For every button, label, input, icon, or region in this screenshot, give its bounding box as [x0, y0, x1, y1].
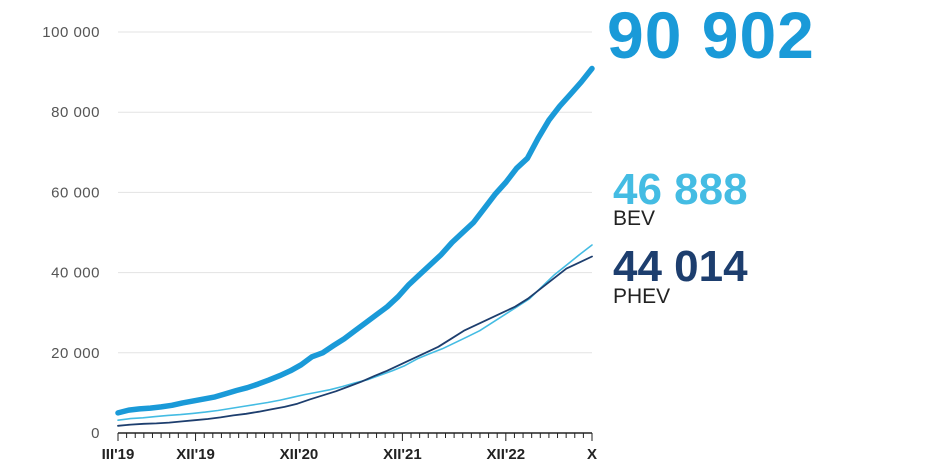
y-tick-label: 40 000: [51, 265, 100, 282]
series-line-phev: [117, 255, 593, 427]
phev-label: PHEV: [613, 285, 671, 308]
series-line-bev: [117, 244, 593, 422]
y-tick-label: 0: [91, 425, 100, 442]
y-tick-label: 100 000: [42, 24, 100, 41]
x-tick-label: XII'20: [280, 446, 319, 463]
y-tick-label: 20 000: [51, 345, 100, 362]
x-tick-label: XII'19: [176, 446, 215, 463]
phev-value: 44 014: [613, 242, 748, 291]
bev-value: 46 888: [613, 165, 748, 214]
x-tick-label: XII'22: [487, 446, 526, 463]
x-tick-label: III'19: [102, 446, 135, 463]
y-tick-label: 80 000: [51, 104, 100, 121]
y-tick-label: 60 000: [51, 184, 100, 201]
bev-label: BEV: [613, 207, 656, 230]
x-tick-label: X: [587, 446, 597, 463]
x-tick-label: XII'21: [383, 446, 422, 463]
total-value: 90 902: [607, 0, 815, 72]
series-line-total: [115, 65, 595, 416]
